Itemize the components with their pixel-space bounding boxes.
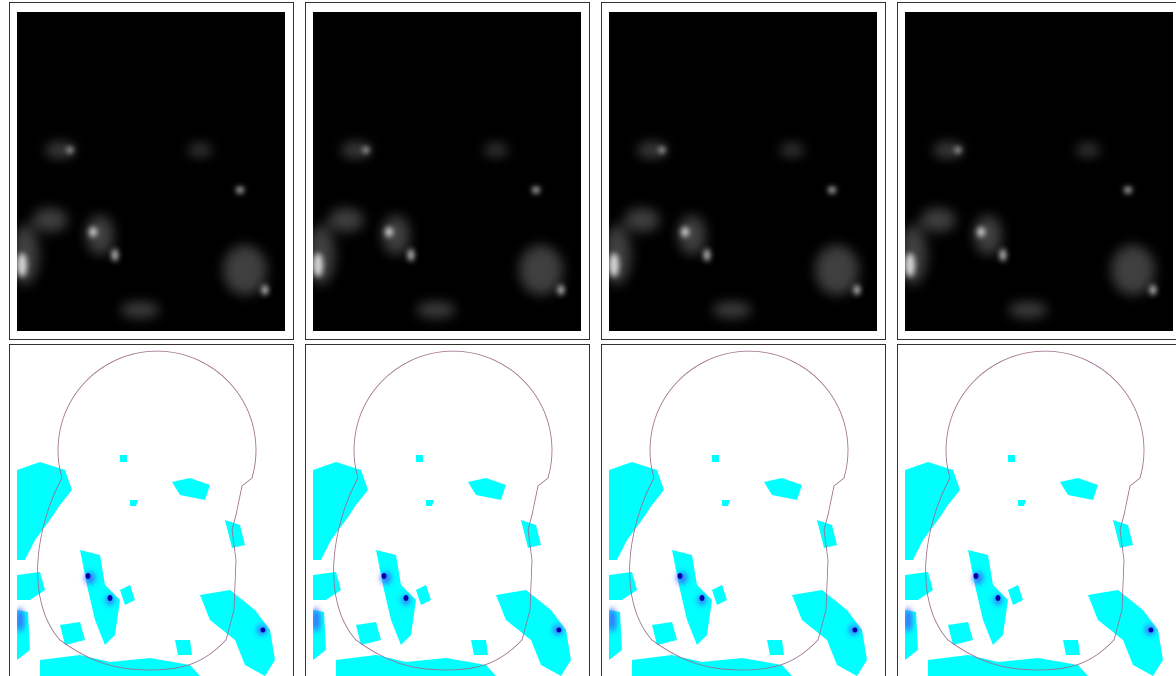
contour-panel	[898, 345, 1176, 676]
contour-panel	[306, 345, 590, 676]
image-panel	[898, 3, 1176, 340]
image-panel	[306, 3, 590, 340]
image-panel	[602, 3, 886, 340]
contour-panel	[10, 345, 294, 676]
image-panel	[10, 3, 294, 340]
contour-panel	[602, 345, 886, 676]
page: {}	[0, 0, 1176, 676]
panel-grid	[0, 0, 1176, 676]
